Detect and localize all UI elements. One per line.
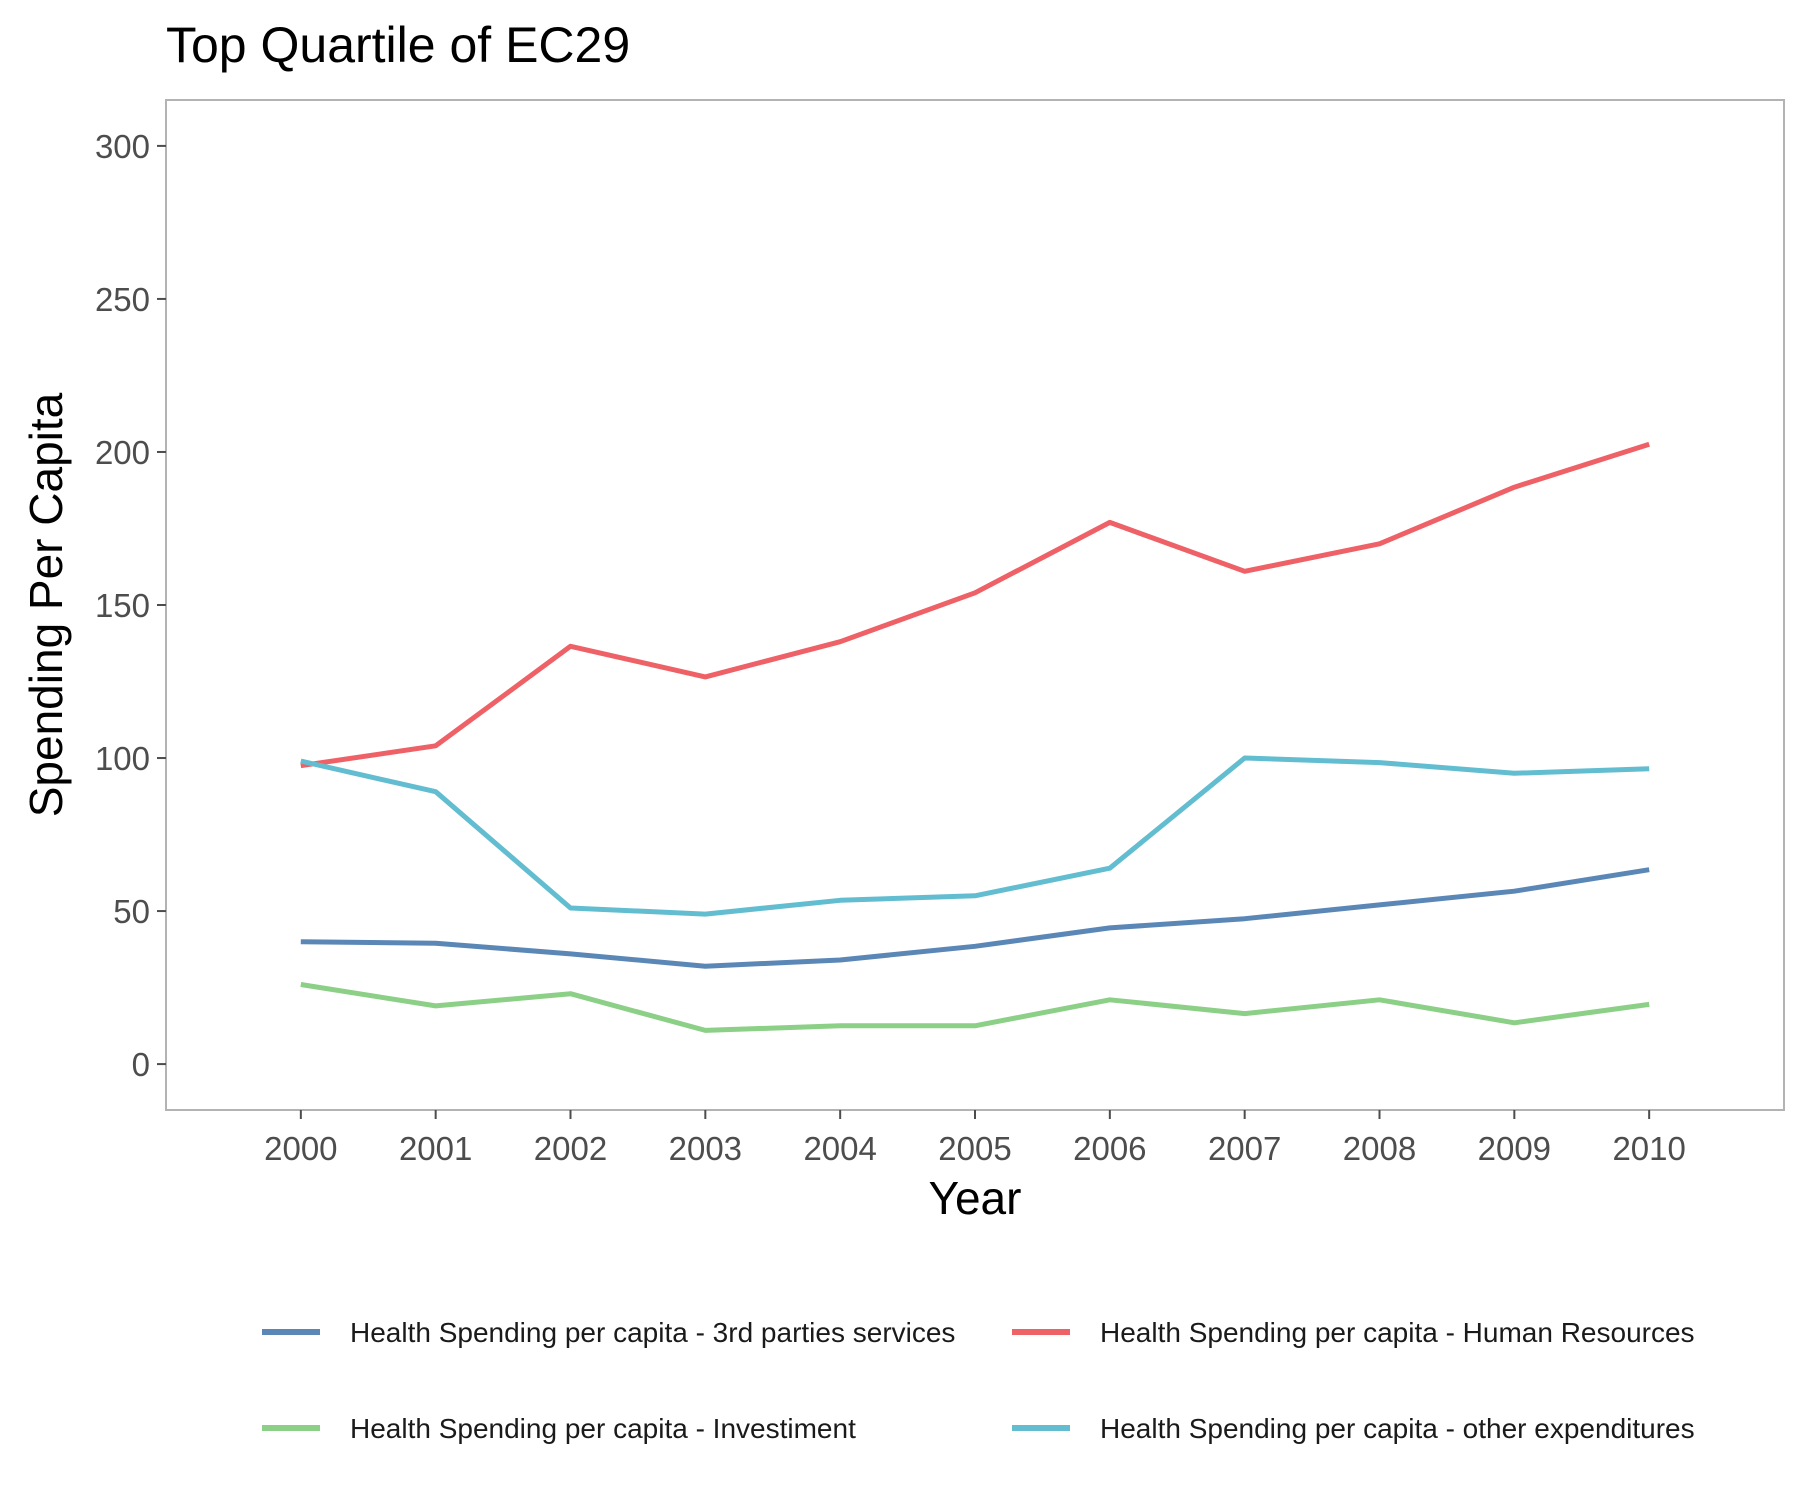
x-tick-label: 2006: [1073, 1130, 1146, 1167]
x-tick-label: 2010: [1612, 1130, 1685, 1167]
series-line-0: [300, 867, 1650, 969]
legend: Health Spending per capita - 3rd parties…: [262, 1317, 1695, 1444]
series-line-1: [300, 441, 1650, 769]
x-tick-label: 2002: [534, 1130, 607, 1167]
series-line-3: [300, 755, 1650, 917]
x-axis-title: Year: [929, 1172, 1022, 1224]
x-tick-label: 2009: [1478, 1130, 1551, 1167]
legend-label-0: Health Spending per capita - 3rd parties…: [350, 1317, 955, 1348]
y-axis: 0 50 100 150 200 250 300: [95, 128, 166, 1083]
x-tick-label: 2008: [1343, 1130, 1416, 1167]
series-line-2: [300, 982, 1650, 1033]
x-tick-label: 2005: [938, 1130, 1011, 1167]
x-tick-label: 2001: [399, 1130, 472, 1167]
x-tick-label: 2007: [1208, 1130, 1281, 1167]
y-tick-label: 250: [95, 281, 150, 318]
x-tick-label: 2003: [669, 1130, 742, 1167]
y-tick-label: 0: [132, 1046, 150, 1083]
y-tick-label: 150: [95, 587, 150, 624]
legend-label-1: Health Spending per capita - Human Resou…: [1100, 1317, 1695, 1348]
y-tick-label: 200: [95, 434, 150, 471]
legend-label-3: Health Spending per capita - other expen…: [1100, 1413, 1695, 1444]
chart-title: Top Quartile of EC29: [166, 17, 630, 73]
x-tick-label: 2000: [264, 1130, 337, 1167]
y-tick-label: 300: [95, 128, 150, 165]
series-lines: [300, 441, 1650, 1033]
plot-panel: [165, 99, 1785, 1111]
x-tick-label: 2004: [803, 1130, 876, 1167]
x-axis: 2000 2001 2002 2003 2004 2005 2006 2007 2008 2009…: [264, 1110, 1686, 1167]
y-axis-title: Spending Per Capita: [20, 392, 72, 817]
y-tick-label: 100: [95, 740, 150, 777]
legend-label-2: Health Spending per capita - Investiment: [350, 1413, 856, 1444]
y-tick-label: 50: [113, 893, 150, 930]
